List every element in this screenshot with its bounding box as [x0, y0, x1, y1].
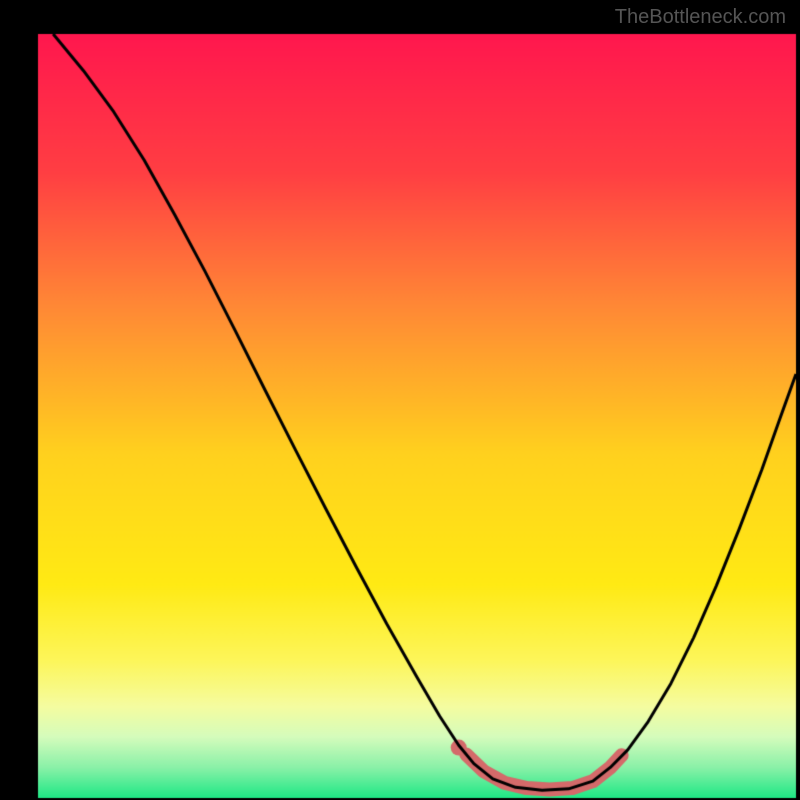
chart-canvas — [0, 0, 800, 800]
attribution-label: TheBottleneck.com — [615, 6, 786, 29]
bottleneck-chart: TheBottleneck.com — [0, 0, 800, 800]
